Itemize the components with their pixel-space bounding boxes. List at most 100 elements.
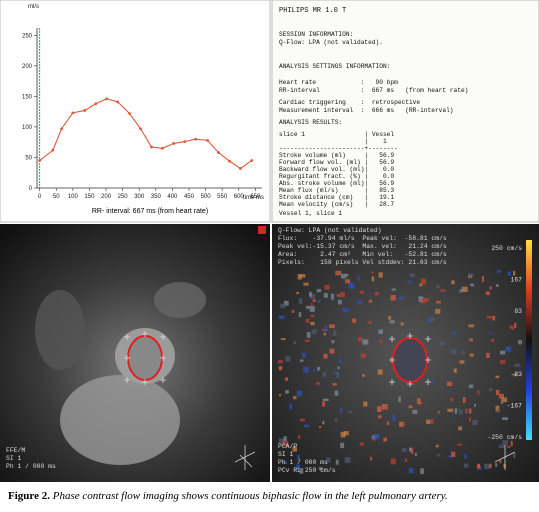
noise-pixel <box>336 372 340 378</box>
noise-pixel <box>376 406 382 413</box>
scale-label: -83 <box>510 371 522 378</box>
noise-pixel <box>499 459 502 464</box>
noise-pixel <box>485 291 490 296</box>
noise-pixel <box>282 441 289 447</box>
report-line: Regurgitant fract. (%) | 0.0 <box>279 173 394 180</box>
point <box>239 167 242 170</box>
noise-pixel <box>318 467 323 471</box>
noise-pixel <box>352 318 357 323</box>
noise-pixel <box>312 299 316 302</box>
noise-pixel <box>280 303 286 309</box>
noise-pixel <box>299 418 305 422</box>
noise-pixel <box>464 453 467 460</box>
x-tick-label: 350 <box>151 194 162 200</box>
noise-pixel <box>469 417 472 422</box>
noise-pixel <box>453 331 457 335</box>
noise-pixel <box>495 375 500 379</box>
noise-pixel <box>381 404 388 410</box>
noise-pixel <box>429 317 435 323</box>
x-tick-label: 400 <box>167 194 178 200</box>
point <box>60 127 63 131</box>
noise-pixel <box>335 459 339 465</box>
noise-pixel <box>318 425 322 429</box>
image-label: Ph 1 / 000 ms <box>6 463 56 470</box>
noise-pixel <box>309 291 312 297</box>
noise-pixel <box>299 359 304 362</box>
y-tick-label: 200 <box>22 64 33 70</box>
noise-pixel <box>453 368 457 373</box>
overlay-text: Area: 2.47 cm² Min vel: -52.81 cm/s <box>278 251 447 258</box>
noise-pixel <box>513 373 517 377</box>
noise-pixel <box>339 359 342 363</box>
noise-pixel <box>371 276 375 282</box>
noise-pixel <box>436 300 441 304</box>
x-tick-label: 300 <box>134 194 145 200</box>
noise-pixel <box>285 356 291 362</box>
noise-pixel <box>502 440 508 446</box>
image-label: SI 1 <box>278 451 294 458</box>
report-line: Stroke volume (ml) | 56.9 <box>279 152 394 159</box>
noise-pixel <box>489 463 492 469</box>
noise-pixel <box>486 315 493 319</box>
noise-pixel <box>283 461 288 465</box>
noise-pixel <box>340 291 345 298</box>
noise-pixel <box>310 314 315 318</box>
y-axis-label: ml/s <box>28 4 39 10</box>
noise-pixel <box>316 288 322 293</box>
noise-pixel <box>297 435 301 439</box>
noise-pixel <box>302 352 306 358</box>
noise-pixel <box>312 368 316 372</box>
noise-pixel <box>505 346 512 352</box>
report-line: Vessel 1, slice 1 <box>279 210 342 217</box>
noise-pixel <box>400 322 404 326</box>
report-panel <box>271 0 539 223</box>
noise-pixel <box>495 463 498 467</box>
noise-pixel <box>378 329 383 334</box>
noise-pixel <box>329 348 335 354</box>
report-line: Measurement interval : 666 ms (RR-interv… <box>279 107 454 114</box>
noise-pixel <box>285 390 289 394</box>
noise-pixel <box>470 283 475 287</box>
point <box>139 127 142 131</box>
noise-pixel <box>314 329 318 332</box>
point <box>217 151 220 154</box>
noise-pixel <box>390 458 396 465</box>
noise-pixel <box>278 365 283 371</box>
noise-pixel <box>326 457 331 463</box>
figure-caption: Figure 2. Phase contrast flow imaging sh… <box>8 490 448 502</box>
scale-label: 167 <box>510 277 522 284</box>
noise-pixel <box>322 401 326 407</box>
noise-pixel <box>513 453 516 458</box>
noise-pixel <box>297 455 301 461</box>
noise-pixel <box>469 338 473 342</box>
noise-pixel <box>451 349 457 355</box>
point <box>150 145 153 149</box>
noise-pixel <box>431 380 434 385</box>
noise-pixel <box>310 302 313 308</box>
noise-pixel <box>468 273 474 277</box>
x-axis-label: time ms <box>243 195 264 201</box>
noise-pixel <box>420 278 426 285</box>
noise-pixel <box>404 458 408 463</box>
noise-pixel <box>491 338 495 342</box>
x-tick-label: 50 <box>53 194 60 200</box>
noise-pixel <box>499 350 506 355</box>
noise-pixel <box>371 271 374 274</box>
noise-pixel <box>348 410 353 414</box>
noise-pixel <box>378 272 383 278</box>
scale-label: 83 <box>514 308 522 315</box>
noise-pixel <box>473 403 477 407</box>
noise-pixel <box>315 382 320 385</box>
report-line: -----------------------+-------- <box>279 145 398 152</box>
noise-pixel <box>435 285 440 289</box>
noise-pixel <box>410 450 414 454</box>
noise-pixel <box>388 315 392 320</box>
noise-pixel <box>468 324 475 328</box>
noise-pixel <box>332 383 337 386</box>
noise-pixel <box>322 398 329 402</box>
noise-pixel <box>499 359 506 364</box>
noise-pixel <box>306 305 310 309</box>
noise-pixel <box>423 297 429 302</box>
point <box>161 146 164 150</box>
